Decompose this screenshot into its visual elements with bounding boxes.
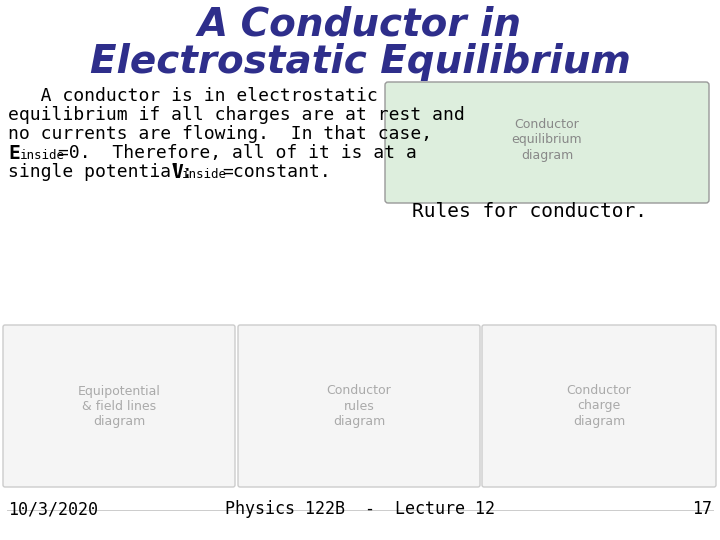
Text: inside: inside	[182, 168, 227, 181]
Text: =constant.: =constant.	[222, 163, 330, 181]
Text: single potential:: single potential:	[8, 163, 204, 181]
Text: no currents are flowing.  In that case,: no currents are flowing. In that case,	[8, 125, 432, 143]
Text: A Conductor in: A Conductor in	[198, 5, 522, 43]
Text: 10/3/2020: 10/3/2020	[8, 500, 98, 518]
Text: inside: inside	[20, 149, 65, 162]
Text: 17: 17	[692, 500, 712, 518]
Text: =0.  Therefore, all of it is at a: =0. Therefore, all of it is at a	[58, 144, 417, 162]
FancyBboxPatch shape	[385, 82, 709, 203]
Text: Electrostatic Equilibrium: Electrostatic Equilibrium	[89, 43, 631, 81]
Text: Conductor
equilibrium
diagram: Conductor equilibrium diagram	[512, 118, 582, 161]
Text: Rules for conductor.: Rules for conductor.	[413, 202, 647, 221]
Text: Conductor
charge
diagram: Conductor charge diagram	[567, 384, 631, 428]
Text: Conductor
rules
diagram: Conductor rules diagram	[327, 384, 392, 428]
FancyBboxPatch shape	[3, 325, 235, 487]
FancyBboxPatch shape	[238, 325, 480, 487]
Text: E: E	[8, 144, 19, 163]
Text: V: V	[171, 163, 183, 182]
Text: equilibrium if all charges are at rest and: equilibrium if all charges are at rest a…	[8, 106, 464, 124]
Text: Physics 122B  -  Lecture 12: Physics 122B - Lecture 12	[225, 500, 495, 518]
Text: Equipotential
& field lines
diagram: Equipotential & field lines diagram	[78, 384, 161, 428]
FancyBboxPatch shape	[482, 325, 716, 487]
Text: A conductor is in electrostatic: A conductor is in electrostatic	[8, 87, 378, 105]
